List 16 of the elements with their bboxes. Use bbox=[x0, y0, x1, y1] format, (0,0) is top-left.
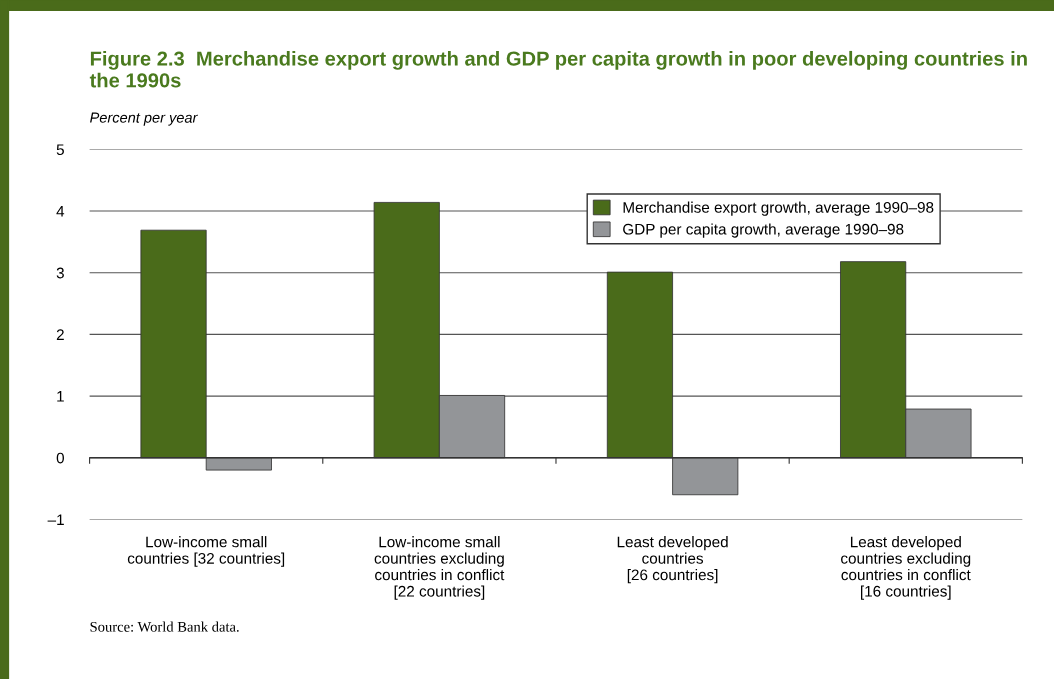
y-tick-label: –1 bbox=[47, 514, 64, 525]
x-tick-label: Low-income small countries [32 countries] bbox=[127, 536, 285, 567]
y-tick-label: 1 bbox=[57, 391, 64, 402]
y-tick-label: 5 bbox=[56, 144, 64, 156]
legend-label: Merchandise export growth, average 1990–98 bbox=[623, 201, 934, 216]
x-tick-label: Least developed countries [26 countries] bbox=[617, 536, 728, 584]
legend-label: GDP per capita growth, average 1990–98 bbox=[623, 223, 904, 238]
y-tick-label: 0 bbox=[56, 452, 64, 464]
chart-title: Figure 2.3 Merchandise export growth and GDP per capita growth in poor developing countries in the 1990s bbox=[89, 50, 1027, 88]
source-note: Source: World Bank data. bbox=[90, 621, 239, 632]
y-tick-label: 3 bbox=[56, 267, 64, 279]
x-tick-label: Least developed countries excluding countries in conflict [16 countries] bbox=[841, 536, 971, 600]
y-tick-label: 4 bbox=[56, 206, 65, 217]
x-tick-label: Low-income small countries excluding countries in conflict [22 countries] bbox=[374, 536, 505, 600]
y-tick-label: 2 bbox=[56, 329, 64, 340]
y-axis-title: Percent per year bbox=[90, 112, 198, 126]
